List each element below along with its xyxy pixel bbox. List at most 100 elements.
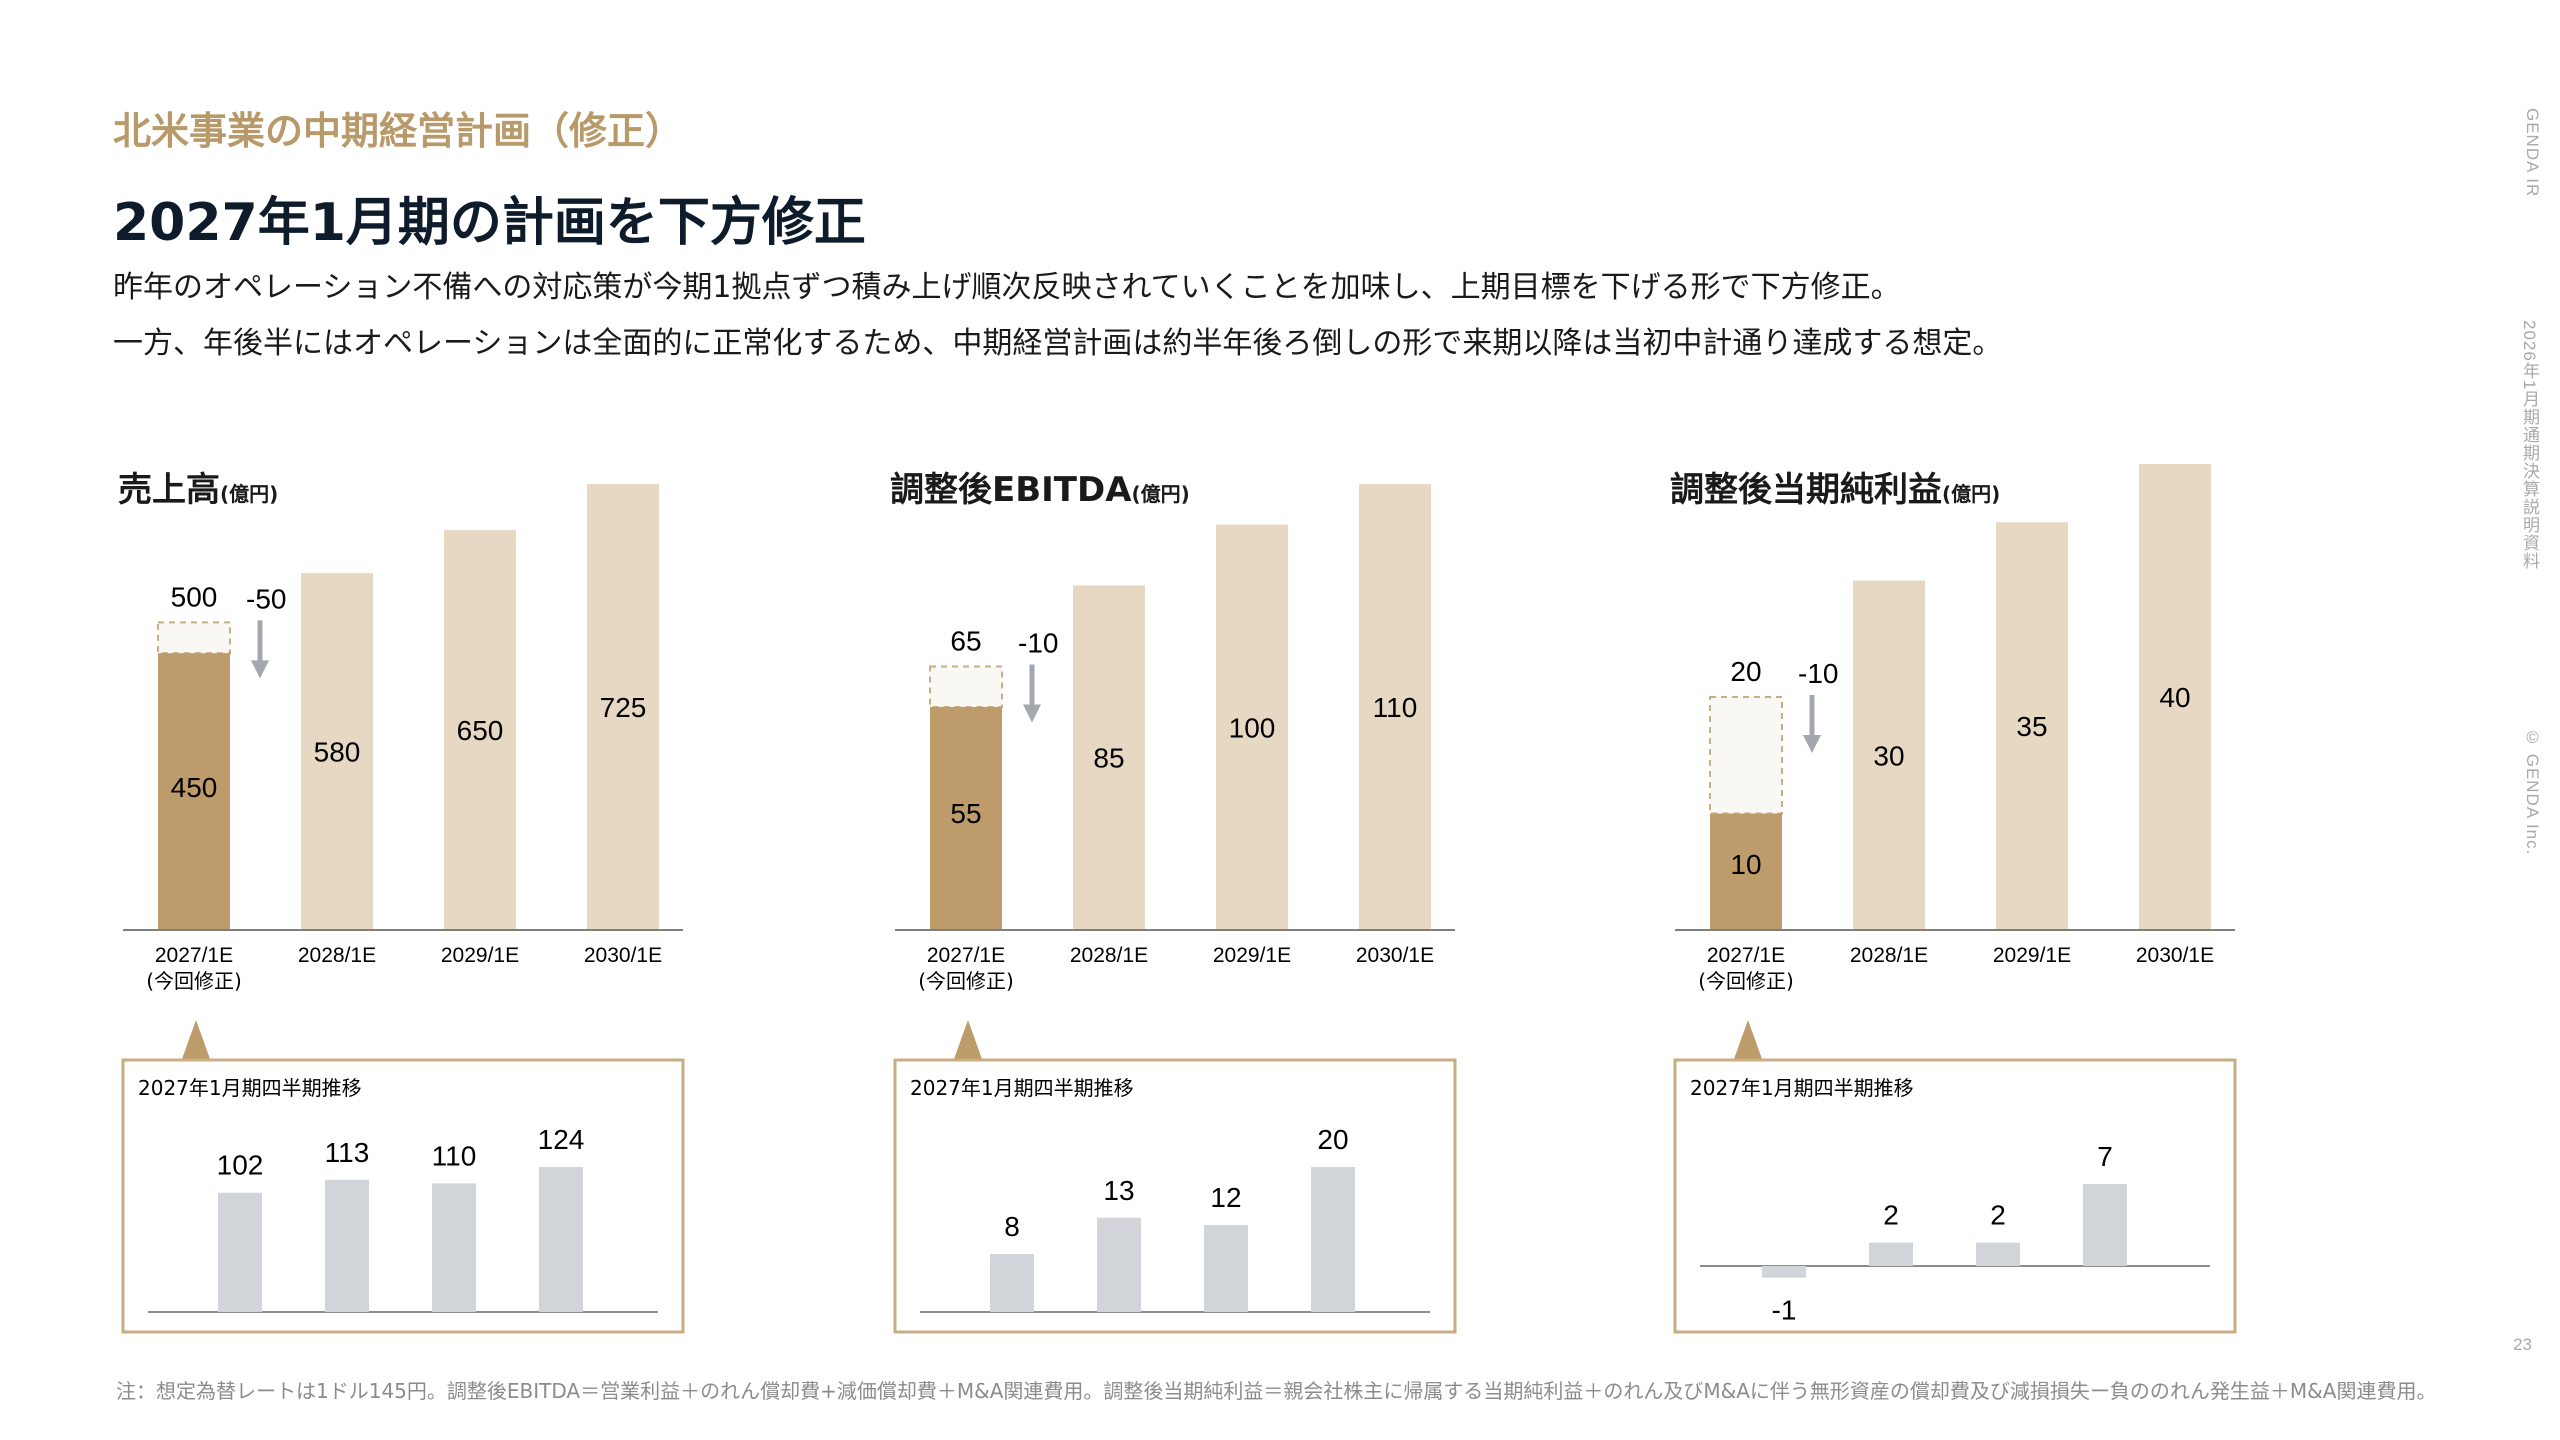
bar-value-label: 55 (950, 798, 981, 829)
chart-title: 調整後EBITDA(億円) (890, 462, 1190, 511)
x-tick-label: 2030/1E (1356, 944, 1434, 967)
x-tick-note: (今回修正) (918, 969, 1014, 993)
quarterly-bar (1097, 1217, 1141, 1312)
brand-side-label: GENDA IR (2523, 108, 2542, 198)
bar (2139, 464, 2211, 930)
x-tick-label: 2027/1E (927, 944, 1005, 967)
x-tick-label: 2029/1E (441, 944, 519, 967)
description-line-2: 一方、年後半にはオペレーションは全面的に正常化するため、中期経営計画は約半年後ろ… (113, 326, 2003, 361)
chart-title-text: 売上高 (118, 470, 220, 510)
bar-value-label: 10 (1730, 849, 1761, 880)
quarterly-bar (990, 1254, 1034, 1312)
chart-unit: (億円) (1942, 482, 2001, 506)
quarterly-value-label: 8 (1004, 1211, 1020, 1242)
bar-value-label: 85 (1093, 743, 1124, 774)
x-tick-label: 2030/1E (2136, 944, 2214, 967)
quarterly-value-label: 7 (2097, 1141, 2113, 1172)
quarterly-value-label: 13 (1103, 1175, 1134, 1206)
bar (1216, 524, 1288, 930)
prior-plan-label: 500 (171, 581, 218, 612)
prior-plan-bar (157, 621, 231, 655)
quarterly-value-label: 2 (1990, 1200, 2006, 1231)
bar (930, 707, 1002, 930)
section-subtitle: 北米事業の中期経営計画（修正） (113, 109, 684, 153)
x-tick-label: 2028/1E (298, 944, 376, 967)
quarterly-panel-title: 2027年1月期四半期推移 (138, 1076, 362, 1100)
prior-plan-label: 65 (950, 625, 981, 656)
quarterly-bar (539, 1167, 583, 1312)
quarterly-bar (1311, 1167, 1355, 1312)
quarterly-panel (1673, 1058, 2237, 1334)
prior-plan-bar (929, 665, 1003, 708)
description-line-1: 昨年のオペレーション不備への対応策が今期1拠点ずつ積み上げ順次反映されていくこと… (113, 270, 1901, 305)
chart-title: 売上高(億円) (118, 462, 278, 511)
page-number: 23 (2513, 1335, 2532, 1354)
chart-svg: 65 55 85 100 110 -10 2027/1E 2028/1E 2029/1E 2030… (893, 484, 1457, 1334)
chart-title-text: 調整後当期純利益 (1670, 470, 1942, 510)
bar (1710, 813, 1782, 930)
x-tick-label: 2030/1E (584, 944, 662, 967)
quarterly-panel (893, 1058, 1457, 1334)
bar (1359, 484, 1431, 930)
quarterly-value-label: 110 (432, 1140, 477, 1171)
x-tick-label: 2029/1E (1993, 944, 2071, 967)
chart-title: 調整後当期純利益(億円) (1670, 462, 2000, 511)
chart-adjusted-net-income: 調整後当期純利益(億円) 20 10 30 35 40 -10 2027/1E 2028/1E… (1665, 440, 2425, 1360)
footnote: 注：想定為替レートは1ドル145円。調整後EBITDA＝営業利益＋のれん償却費+… (116, 1379, 2437, 1403)
quarterly-bar (1204, 1225, 1248, 1312)
pointer-triangle (954, 1020, 982, 1059)
bar-value-label: 100 (1229, 712, 1276, 743)
copyright-side-label: © GENDA Inc. (2523, 728, 2542, 856)
quarterly-value-label: 2 (1883, 1200, 1899, 1231)
bar (301, 573, 373, 930)
bar (1996, 522, 2068, 930)
quarterly-panel-title: 2027年1月期四半期推移 (910, 1076, 1134, 1100)
bar-value-label: 35 (2016, 711, 2047, 742)
chart-unit: (億円) (220, 482, 279, 506)
prior-plan-label: 20 (1730, 656, 1761, 687)
down-arrow-icon (1803, 735, 1821, 753)
quarterly-bar (325, 1179, 369, 1312)
bar-value-label: 110 (1373, 692, 1418, 723)
x-tick-label: 2027/1E (155, 944, 233, 967)
x-tick-note: (今回修正) (1698, 969, 1794, 993)
quarterly-bar (218, 1192, 262, 1312)
quarterly-value-label: 124 (538, 1124, 585, 1155)
bar-value-label: 450 (171, 772, 218, 803)
revision-label: -10 (1018, 627, 1058, 658)
bar-value-label: 580 (314, 737, 361, 768)
pointer-triangle (182, 1020, 210, 1059)
quarterly-value-label: 12 (1210, 1182, 1241, 1213)
revision-label: -10 (1798, 658, 1838, 689)
x-tick-note: (今回修正) (146, 969, 242, 993)
chart-adjusted-ebitda: 調整後EBITDA(億円) 65 55 85 100 110 -10 2027/1E 2028… (885, 440, 1645, 1360)
page-title: 2027年1月期の計画を下方修正 (113, 193, 866, 253)
x-tick-label: 2027/1E (1707, 944, 1785, 967)
x-tick-label: 2029/1E (1213, 944, 1291, 967)
x-tick-label: 2028/1E (1850, 944, 1928, 967)
bar-value-label: 40 (2159, 682, 2190, 713)
chart-svg: 500 450 580 650 725 -50 2027/1E 2028/1E 2029/1E 2… (121, 484, 685, 1334)
chart-title-text: 調整後EBITDA (890, 470, 1132, 510)
revision-label: -50 (246, 583, 286, 614)
bar (1073, 585, 1145, 930)
quarterly-value-label: -1 (1772, 1295, 1797, 1326)
document-side-label: 2026年1月期通期決算説明資料 (2520, 320, 2539, 571)
quarterly-bar (1762, 1266, 1806, 1278)
quarterly-value-label: 113 (325, 1137, 370, 1168)
quarterly-bar (432, 1183, 476, 1312)
quarterly-value-label: 20 (1317, 1124, 1348, 1155)
bar (444, 530, 516, 930)
bar-value-label: 725 (600, 692, 647, 723)
quarterly-value-label: 102 (217, 1150, 264, 1181)
bar (587, 484, 659, 930)
quarterly-bar (1976, 1242, 2020, 1266)
quarterly-bar (1869, 1242, 1913, 1266)
down-arrow-icon (1023, 704, 1041, 723)
bar (158, 653, 230, 930)
bar (1853, 580, 1925, 930)
quarterly-bar (2083, 1184, 2127, 1266)
chart-svg: 20 10 30 35 40 -10 2027/1E 2028/1E 2029/1E 2030/1… (1673, 464, 2237, 1334)
chart-unit: (億円) (1131, 482, 1190, 506)
quarterly-panel-title: 2027年1月期四半期推移 (1690, 1076, 1914, 1100)
